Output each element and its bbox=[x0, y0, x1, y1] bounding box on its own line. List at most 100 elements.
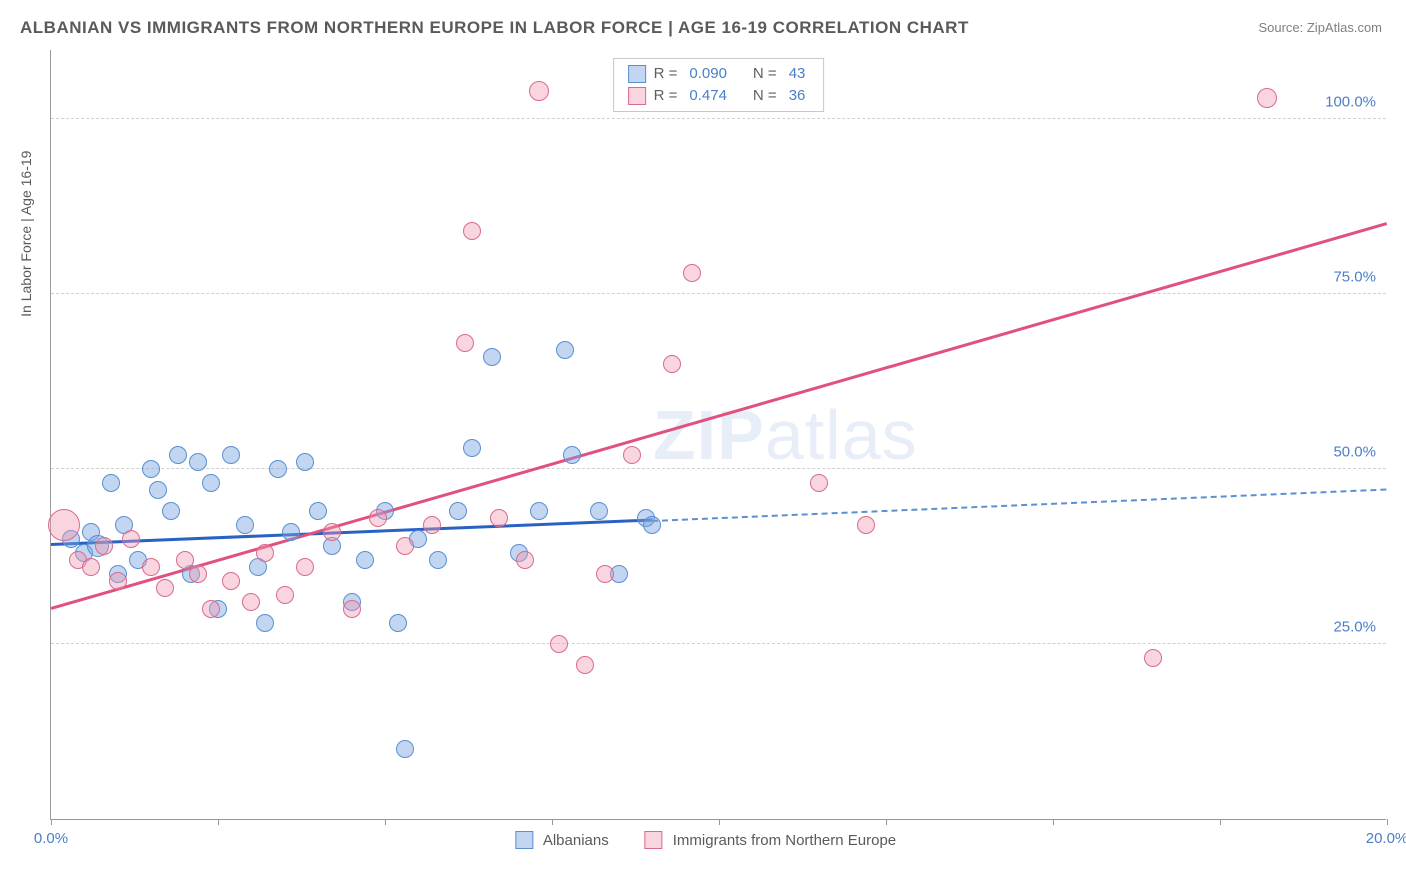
y-axis-label: In Labor Force | Age 16-19 bbox=[18, 151, 34, 317]
data-point bbox=[623, 446, 641, 464]
data-point bbox=[296, 453, 314, 471]
data-point bbox=[48, 509, 80, 541]
data-point bbox=[296, 558, 314, 576]
data-point bbox=[109, 572, 127, 590]
gridline bbox=[51, 643, 1386, 644]
legend-n-label: N = bbox=[753, 85, 777, 107]
data-point bbox=[189, 565, 207, 583]
data-point bbox=[176, 551, 194, 569]
data-point bbox=[563, 446, 581, 464]
x-tick bbox=[51, 819, 52, 825]
data-point bbox=[82, 558, 100, 576]
y-tick-label: 75.0% bbox=[1333, 269, 1376, 286]
data-point bbox=[396, 537, 414, 555]
data-point bbox=[1144, 649, 1162, 667]
legend-r-label: R = bbox=[654, 63, 678, 85]
data-point bbox=[269, 460, 287, 478]
legend-r-value: 0.474 bbox=[685, 85, 731, 107]
data-point bbox=[530, 502, 548, 520]
legend-row: R = 0.474 N = 36 bbox=[628, 85, 810, 107]
data-point bbox=[1257, 88, 1277, 108]
data-point bbox=[122, 530, 140, 548]
data-point bbox=[516, 551, 534, 569]
scatter-chart: ZIPatlas R =0.090N =43R =0.474N =36 Alba… bbox=[50, 50, 1386, 820]
data-point bbox=[556, 341, 574, 359]
data-point bbox=[857, 516, 875, 534]
gridline bbox=[51, 468, 1386, 469]
data-point bbox=[356, 551, 374, 569]
data-point bbox=[309, 502, 327, 520]
data-point bbox=[423, 516, 441, 534]
data-point bbox=[222, 572, 240, 590]
data-point bbox=[222, 446, 240, 464]
y-tick-label: 50.0% bbox=[1333, 444, 1376, 461]
data-point bbox=[529, 81, 549, 101]
legend-swatch bbox=[645, 831, 663, 849]
data-point bbox=[396, 740, 414, 758]
legend-n-value: 43 bbox=[785, 63, 810, 85]
gridline bbox=[51, 293, 1386, 294]
chart-title: ALBANIAN VS IMMIGRANTS FROM NORTHERN EUR… bbox=[20, 18, 969, 38]
gridline bbox=[51, 118, 1386, 119]
legend-r-label: R = bbox=[654, 85, 678, 107]
legend-row: R = 0.090 N = 43 bbox=[628, 63, 810, 85]
legend-n-label: N = bbox=[753, 63, 777, 85]
legend-swatch bbox=[628, 87, 646, 105]
data-point bbox=[463, 222, 481, 240]
data-point bbox=[162, 502, 180, 520]
data-point bbox=[256, 544, 274, 562]
x-tick bbox=[1387, 819, 1388, 825]
correlation-legend: R = 0.090 N = 43 R = 0.474 N = 36 bbox=[613, 58, 825, 112]
legend-series-label: Immigrants from Northern Europe bbox=[673, 832, 896, 849]
data-point bbox=[156, 579, 174, 597]
data-point bbox=[323, 523, 341, 541]
data-point bbox=[169, 446, 187, 464]
source-attribution: Source: ZipAtlas.com bbox=[1258, 20, 1382, 35]
series-legend: Albanians Immigrants from Northern Europe bbox=[515, 831, 922, 849]
x-tick bbox=[719, 819, 720, 825]
data-point bbox=[343, 600, 361, 618]
x-tick bbox=[1220, 819, 1221, 825]
y-tick-label: 25.0% bbox=[1333, 619, 1376, 636]
data-point bbox=[550, 635, 568, 653]
legend-series-label: Albanians bbox=[543, 832, 609, 849]
x-tick bbox=[886, 819, 887, 825]
data-point bbox=[276, 586, 294, 604]
data-point bbox=[576, 656, 594, 674]
data-point bbox=[483, 348, 501, 366]
x-tick bbox=[218, 819, 219, 825]
legend-r-value: 0.090 bbox=[685, 63, 731, 85]
data-point bbox=[202, 600, 220, 618]
trend-line bbox=[652, 488, 1387, 521]
data-point bbox=[236, 516, 254, 534]
data-point bbox=[463, 439, 481, 457]
data-point bbox=[449, 502, 467, 520]
trend-line bbox=[51, 222, 1388, 609]
data-point bbox=[189, 453, 207, 471]
data-point bbox=[282, 523, 300, 541]
data-point bbox=[643, 516, 661, 534]
data-point bbox=[683, 264, 701, 282]
x-tick-label: 20.0% bbox=[1366, 830, 1406, 847]
legend-n-value: 36 bbox=[785, 85, 810, 107]
data-point bbox=[810, 474, 828, 492]
x-tick bbox=[552, 819, 553, 825]
data-point bbox=[242, 593, 260, 611]
data-point bbox=[596, 565, 614, 583]
data-point bbox=[149, 481, 167, 499]
data-point bbox=[256, 614, 274, 632]
data-point bbox=[142, 558, 160, 576]
legend-swatch bbox=[628, 65, 646, 83]
data-point bbox=[142, 460, 160, 478]
x-tick bbox=[385, 819, 386, 825]
data-point bbox=[663, 355, 681, 373]
data-point bbox=[490, 509, 508, 527]
x-tick bbox=[1053, 819, 1054, 825]
watermark: ZIPatlas bbox=[653, 395, 918, 475]
data-point bbox=[102, 474, 120, 492]
data-point bbox=[202, 474, 220, 492]
data-point bbox=[456, 334, 474, 352]
data-point bbox=[389, 614, 407, 632]
data-point bbox=[429, 551, 447, 569]
data-point bbox=[95, 537, 113, 555]
